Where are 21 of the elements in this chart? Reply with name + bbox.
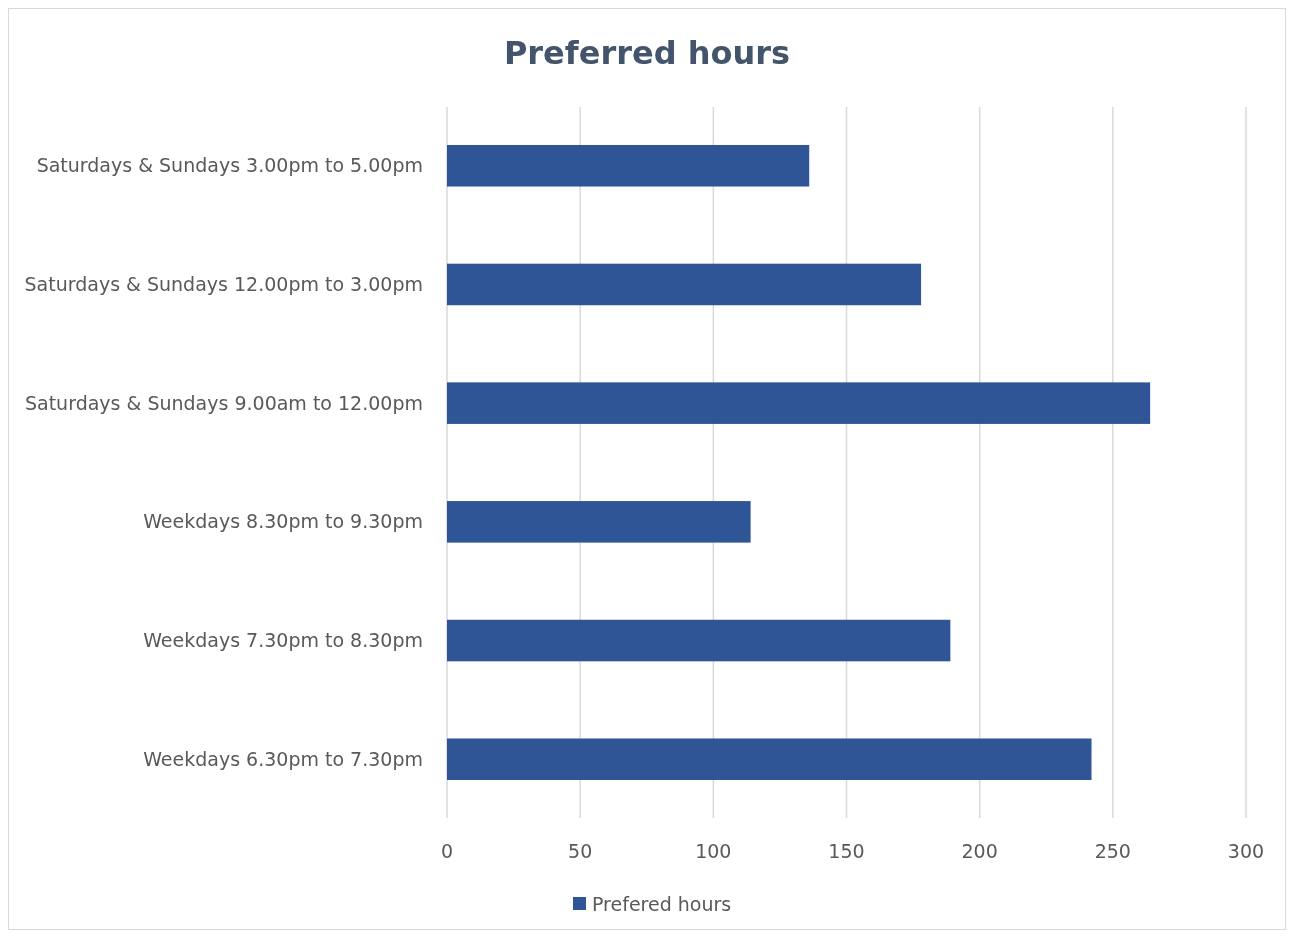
x-tick-label: 0 <box>440 840 454 862</box>
x-tick-label: 250 <box>1094 840 1131 862</box>
chart-title: Preferred hours <box>503 34 791 72</box>
x-tick-label: 200 <box>961 840 998 862</box>
x-tick-label: 50 <box>568 840 593 862</box>
legend-label: Prefered hours <box>592 892 732 915</box>
bar <box>447 382 1151 424</box>
y-tick-label: Weekdays 6.30pm to 7.30pm <box>143 747 423 770</box>
x-tick-label: 150 <box>828 840 865 862</box>
y-tick-label: Saturdays & Sundays 12.00pm to 3.00pm <box>24 273 423 296</box>
bar <box>447 144 810 187</box>
x-tick-label: 100 <box>695 840 732 862</box>
bar <box>447 501 751 543</box>
y-tick-label: Weekdays 7.30pm to 8.30pm <box>143 629 423 652</box>
x-tick-label: 300 <box>1227 840 1265 862</box>
bar <box>447 619 951 662</box>
bar <box>447 738 1092 781</box>
bar <box>447 263 922 306</box>
y-tick-label: Saturdays & Sundays 9.00am to 12.00pm <box>24 391 423 414</box>
y-tick-label: Weekdays 8.30pm to 9.30pm <box>143 510 423 533</box>
y-tick-label: Saturdays & Sundays 3.00pm to 5.00pm <box>36 154 423 177</box>
